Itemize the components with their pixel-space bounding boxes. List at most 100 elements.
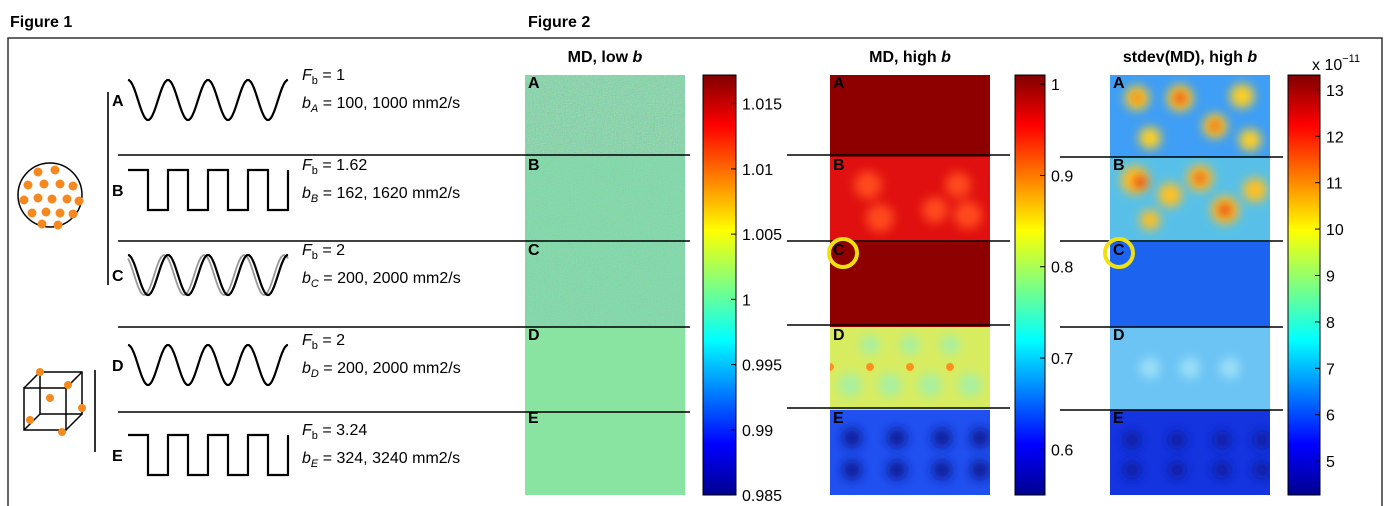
cube-icon xyxy=(24,368,86,436)
colorbar xyxy=(703,75,736,495)
symbol: b xyxy=(302,360,311,377)
section-label: C xyxy=(833,242,845,259)
tick-label: 13 xyxy=(1326,83,1344,100)
tick-label: 7 xyxy=(1326,361,1335,378)
section-label: D xyxy=(833,327,845,344)
section-label: B xyxy=(1113,157,1125,174)
waveform xyxy=(128,255,288,295)
scale-label: x 10−11 xyxy=(1312,53,1360,74)
subscript: B xyxy=(311,193,318,205)
section-label: D xyxy=(1113,327,1125,344)
tick-label: 0.8 xyxy=(1051,260,1073,277)
tick-label: 1 xyxy=(742,292,751,309)
value-text: = 162, 1620 mm2/s xyxy=(318,185,460,202)
tick-label: 8 xyxy=(1326,315,1335,332)
parameter-text: bA = 100, 1000 mm2/s xyxy=(302,95,460,115)
parameter-text: bE = 324, 3240 mm2/s xyxy=(302,450,460,470)
row-label: A xyxy=(112,93,124,110)
scale-exp: −11 xyxy=(1342,53,1360,65)
tick-label: 0.985 xyxy=(742,488,782,505)
tick-label: 0.7 xyxy=(1051,351,1073,368)
parameter-text: Fb = 1.62 xyxy=(302,157,367,177)
tick-label: 1.01 xyxy=(742,162,773,179)
subscript: A xyxy=(310,103,318,115)
parameter-text: Fb = 2 xyxy=(302,332,345,352)
parameter-text: bC = 200, 2000 mm2/s xyxy=(302,270,461,290)
heatmap xyxy=(525,75,685,495)
heatmap xyxy=(826,75,990,495)
scale-base: x 10 xyxy=(1312,57,1342,74)
tick-label: 0.99 xyxy=(742,423,773,440)
row-label: B xyxy=(112,183,124,200)
symbol: b xyxy=(302,450,311,467)
value-text: = 324, 3240 mm2/s xyxy=(318,450,460,467)
sphere-icon xyxy=(18,163,84,230)
section-label: D xyxy=(528,327,540,344)
title-text: MD, high xyxy=(869,49,941,66)
parameter-text: Fb = 3.24 xyxy=(302,422,367,442)
symbol: b xyxy=(302,185,311,202)
figure-title: Figure 2 xyxy=(528,14,590,31)
parameter-text: Fb = 2 xyxy=(302,242,345,262)
colorbar xyxy=(1015,75,1045,495)
parameter-text: bD = 200, 2000 mm2/s xyxy=(302,360,461,380)
tick-label: 1.005 xyxy=(742,227,782,244)
title-italic: b xyxy=(1247,49,1257,66)
value-text: = 2 xyxy=(318,242,345,259)
parameter-text: Fb = 1 xyxy=(302,67,345,87)
section-label: E xyxy=(528,410,539,427)
title-text: stdev(MD), high xyxy=(1123,49,1247,66)
section-label: C xyxy=(528,242,540,259)
row-label: C xyxy=(112,268,124,285)
title-italic: b xyxy=(633,49,643,66)
panel-title: MD, low b xyxy=(568,49,643,66)
panel-title: MD, high b xyxy=(869,49,951,66)
value-text: = 1 xyxy=(318,67,345,84)
subscript: D xyxy=(311,368,319,380)
value-text: = 3.24 xyxy=(318,422,367,439)
page: Figure 1 Figure 2 AFb = 1bA = 100, 1000 … xyxy=(0,0,1390,506)
heatmap xyxy=(1110,75,1271,495)
value-text: = 100, 1000 mm2/s xyxy=(318,95,460,112)
value-text: = 200, 2000 mm2/s xyxy=(319,360,461,377)
title-text: MD, low xyxy=(568,49,633,66)
figure-canvas: Figure 1 Figure 2 AFb = 1bA = 100, 1000 … xyxy=(0,0,1390,506)
value-text: = 200, 2000 mm2/s xyxy=(319,270,461,287)
tick-label: 9 xyxy=(1326,268,1335,285)
title-italic: b xyxy=(941,49,951,66)
waveform xyxy=(128,345,288,385)
symbol: b xyxy=(302,95,311,112)
section-label: B xyxy=(833,157,845,174)
section-label: E xyxy=(1113,410,1124,427)
tick-label: 1 xyxy=(1051,77,1060,94)
section-label: B xyxy=(528,157,540,174)
tick-label: 1.015 xyxy=(742,97,782,114)
tick-label: 12 xyxy=(1326,129,1344,146)
value-text: = 2 xyxy=(318,332,345,349)
tick-label: 0.9 xyxy=(1051,168,1073,185)
colorbar xyxy=(1288,75,1320,495)
panel-title: stdev(MD), high b xyxy=(1123,49,1257,66)
section-label: A xyxy=(528,75,540,92)
section-label: A xyxy=(1113,75,1125,92)
tick-label: 6 xyxy=(1326,408,1335,425)
parameter-text: bB = 162, 1620 mm2/s xyxy=(302,185,460,205)
tick-label: 0.6 xyxy=(1051,442,1073,459)
section-label: A xyxy=(833,75,845,92)
tick-label: 0.995 xyxy=(742,358,782,375)
row-label: E xyxy=(112,448,123,465)
row-label: D xyxy=(112,358,124,375)
tick-label: 5 xyxy=(1326,454,1335,471)
waveform xyxy=(128,80,288,120)
section-label: E xyxy=(833,410,844,427)
tick-label: 10 xyxy=(1326,222,1344,239)
waveform xyxy=(128,435,288,475)
waveform xyxy=(128,170,288,210)
value-text: = 1.62 xyxy=(318,157,367,174)
subscript: C xyxy=(311,278,319,290)
tick-label: 11 xyxy=(1326,176,1343,193)
symbol: b xyxy=(302,270,311,287)
separators xyxy=(118,155,1283,412)
section-label: C xyxy=(1113,242,1125,259)
figure-title: Figure 1 xyxy=(10,14,72,31)
